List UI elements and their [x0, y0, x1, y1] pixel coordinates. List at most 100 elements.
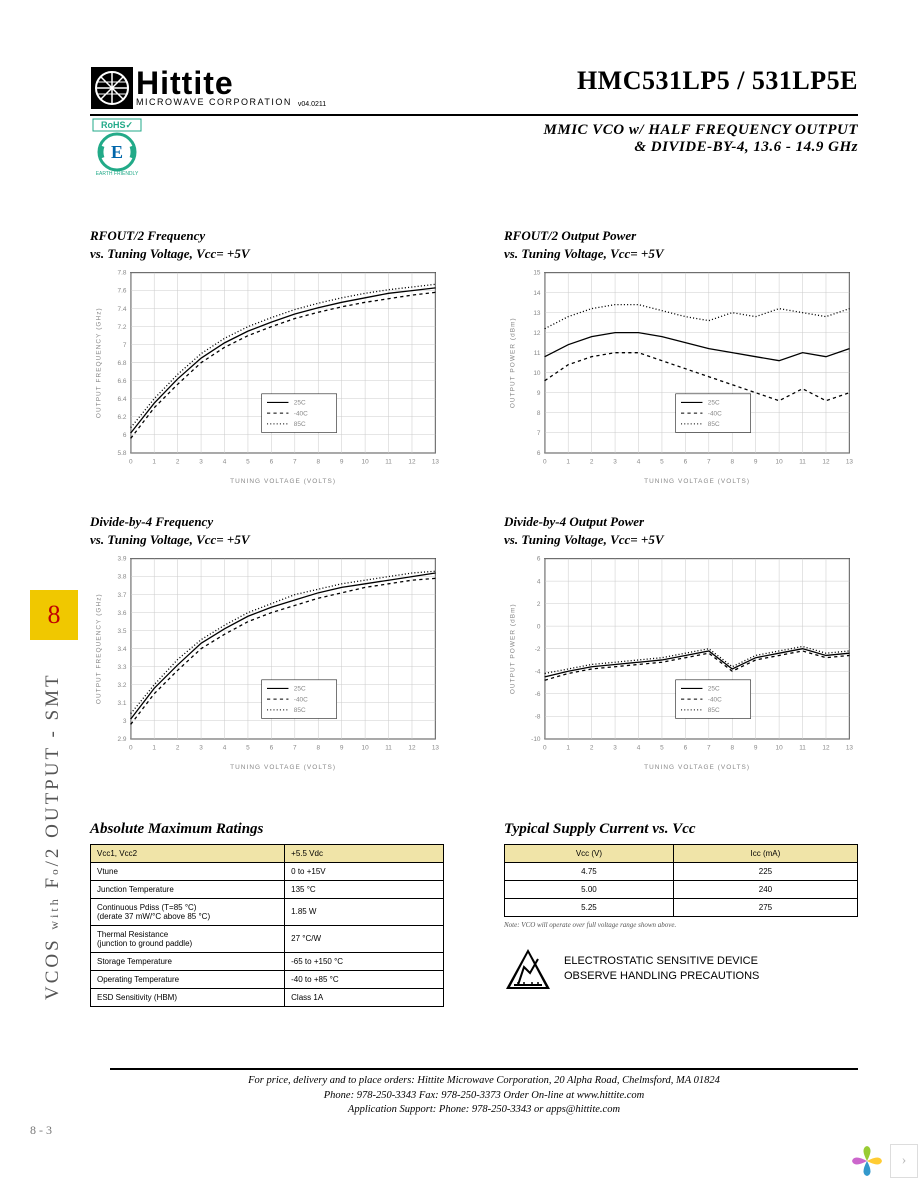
svg-text:3.1: 3.1	[118, 700, 127, 707]
logo: Hittite MICROWAVE CORPORATION v04.0211	[90, 66, 326, 110]
svg-text:13: 13	[846, 745, 854, 752]
version-code: v04.0211	[298, 101, 326, 110]
footer-rule	[110, 1068, 858, 1070]
leaf-icon	[850, 1144, 884, 1178]
esd-icon	[504, 947, 552, 991]
chart-svg: 0123456789101112136789101112131415TUNING…	[504, 264, 858, 489]
chart-svg: 012345678910111213-10-8-6-4-20246TUNING …	[504, 550, 858, 775]
svg-text:-8: -8	[535, 714, 541, 721]
svg-text:10: 10	[776, 459, 784, 466]
svg-text:3.2: 3.2	[118, 682, 127, 689]
svg-text:12: 12	[408, 459, 416, 466]
supply-cell: 225	[673, 862, 857, 880]
svg-text:11: 11	[385, 459, 392, 466]
svg-text:-6: -6	[535, 691, 541, 698]
svg-text:3: 3	[123, 718, 127, 725]
chart-subtitle: vs. Tuning Voltage, Vcc= +5V	[504, 246, 858, 262]
svg-text:6: 6	[684, 745, 688, 752]
chart-title: Divide-by-4 Frequency	[90, 514, 444, 530]
supply-col-0: Vcc (V)	[505, 844, 674, 862]
amr-cell: Operating Temperature	[91, 970, 285, 988]
svg-text:6.4: 6.4	[118, 396, 127, 403]
footer-line-1: For price, delivery and to place orders:…	[110, 1074, 858, 1089]
svg-text:3: 3	[613, 459, 617, 466]
svg-text:12: 12	[533, 330, 541, 337]
svg-text:10: 10	[776, 745, 784, 752]
svg-text:RoHS✓: RoHS✓	[101, 120, 133, 130]
chart-2: Divide-by-4 Frequency vs. Tuning Voltage…	[90, 514, 444, 780]
svg-text:4: 4	[637, 745, 641, 752]
amr-cell: Thermal Resistance(junction to ground pa…	[91, 925, 285, 952]
svg-text:7: 7	[707, 459, 711, 466]
supply-note: Note: VCO will operate over full voltage…	[504, 921, 858, 929]
chart-title: RFOUT/2 Frequency	[90, 228, 444, 244]
supply-section: Typical Supply Current vs. Vcc Vcc (V) I…	[504, 821, 858, 1007]
supply-cell: 5.00	[505, 880, 674, 898]
subtitle-line-2: & DIVIDE-BY-4, 13.6 - 14.9 GHz	[90, 139, 858, 156]
svg-text:13: 13	[533, 310, 541, 317]
svg-text:OUTPUT FREQUENCY (GHz): OUTPUT FREQUENCY (GHz)	[96, 307, 103, 418]
svg-text:13: 13	[846, 459, 854, 466]
svg-text:3.4: 3.4	[118, 646, 127, 653]
svg-text:12: 12	[408, 745, 416, 752]
amr-cell: -65 to +150 °C	[285, 952, 444, 970]
svg-text:3: 3	[199, 459, 203, 466]
svg-text:1: 1	[152, 745, 156, 752]
amr-title: Absolute Maximum Ratings	[90, 821, 444, 838]
svg-text:7.8: 7.8	[118, 270, 127, 277]
svg-text:85C: 85C	[708, 421, 720, 428]
esd-block: ELECTROSTATIC SENSITIVE DEVICE OBSERVE H…	[504, 947, 858, 991]
svg-text:3.8: 3.8	[118, 574, 127, 581]
amr-cell: 0 to +15V	[285, 862, 444, 880]
svg-text:8: 8	[316, 745, 320, 752]
svg-text:3: 3	[613, 745, 617, 752]
amr-cell: Storage Temperature	[91, 952, 285, 970]
amr-cell: Vtune	[91, 862, 285, 880]
svg-text:7: 7	[293, 459, 297, 466]
svg-text:7: 7	[537, 430, 541, 437]
svg-text:12: 12	[822, 745, 830, 752]
svg-text:7.6: 7.6	[118, 288, 127, 295]
svg-text:0: 0	[543, 745, 547, 752]
next-page-button[interactable]: ›	[890, 1144, 918, 1178]
supply-cell: 240	[673, 880, 857, 898]
svg-text:3.9: 3.9	[118, 556, 127, 563]
svg-text:85C: 85C	[294, 421, 306, 428]
svg-text:25C: 25C	[708, 686, 720, 693]
svg-text:10: 10	[362, 459, 370, 466]
svg-text:3.6: 3.6	[118, 610, 127, 617]
svg-text:-10: -10	[531, 736, 541, 743]
svg-text:6: 6	[270, 745, 274, 752]
svg-text:6: 6	[684, 459, 688, 466]
amr-cell: 135 °C	[285, 880, 444, 898]
svg-text:-40C: -40C	[294, 697, 308, 704]
svg-text:25C: 25C	[708, 400, 720, 407]
amr-cell: 1.85 W	[285, 898, 444, 925]
svg-text:11: 11	[385, 745, 392, 752]
svg-text:25C: 25C	[294, 400, 306, 407]
svg-text:3: 3	[199, 745, 203, 752]
svg-text:6.2: 6.2	[118, 414, 127, 421]
svg-text:6.6: 6.6	[118, 378, 127, 385]
svg-text:2: 2	[590, 745, 594, 752]
svg-text:6: 6	[123, 432, 127, 439]
svg-text:-40C: -40C	[708, 697, 722, 704]
svg-text:1: 1	[566, 459, 570, 466]
svg-text:13: 13	[432, 745, 440, 752]
svg-text:3.3: 3.3	[118, 664, 127, 671]
svg-text:14: 14	[533, 290, 541, 297]
amr-cell: Class 1A	[285, 988, 444, 1006]
svg-text:8: 8	[537, 410, 541, 417]
chart-1: RFOUT/2 Output Power vs. Tuning Voltage,…	[504, 228, 858, 494]
svg-text:9: 9	[340, 745, 344, 752]
svg-text:5: 5	[660, 459, 664, 466]
chart-subtitle: vs. Tuning Voltage, Vcc= +5V	[90, 246, 444, 262]
svg-text:6.8: 6.8	[118, 360, 127, 367]
chart-svg: 0123456789101112132.933.13.23.33.43.53.6…	[90, 550, 444, 775]
chart-0: RFOUT/2 Frequency vs. Tuning Voltage, Vc…	[90, 228, 444, 494]
supply-cell: 275	[673, 898, 857, 916]
svg-text:2.9: 2.9	[118, 736, 127, 743]
svg-text:4: 4	[223, 459, 227, 466]
svg-text:6: 6	[537, 450, 541, 457]
footer: For price, delivery and to place orders:…	[110, 1074, 858, 1118]
